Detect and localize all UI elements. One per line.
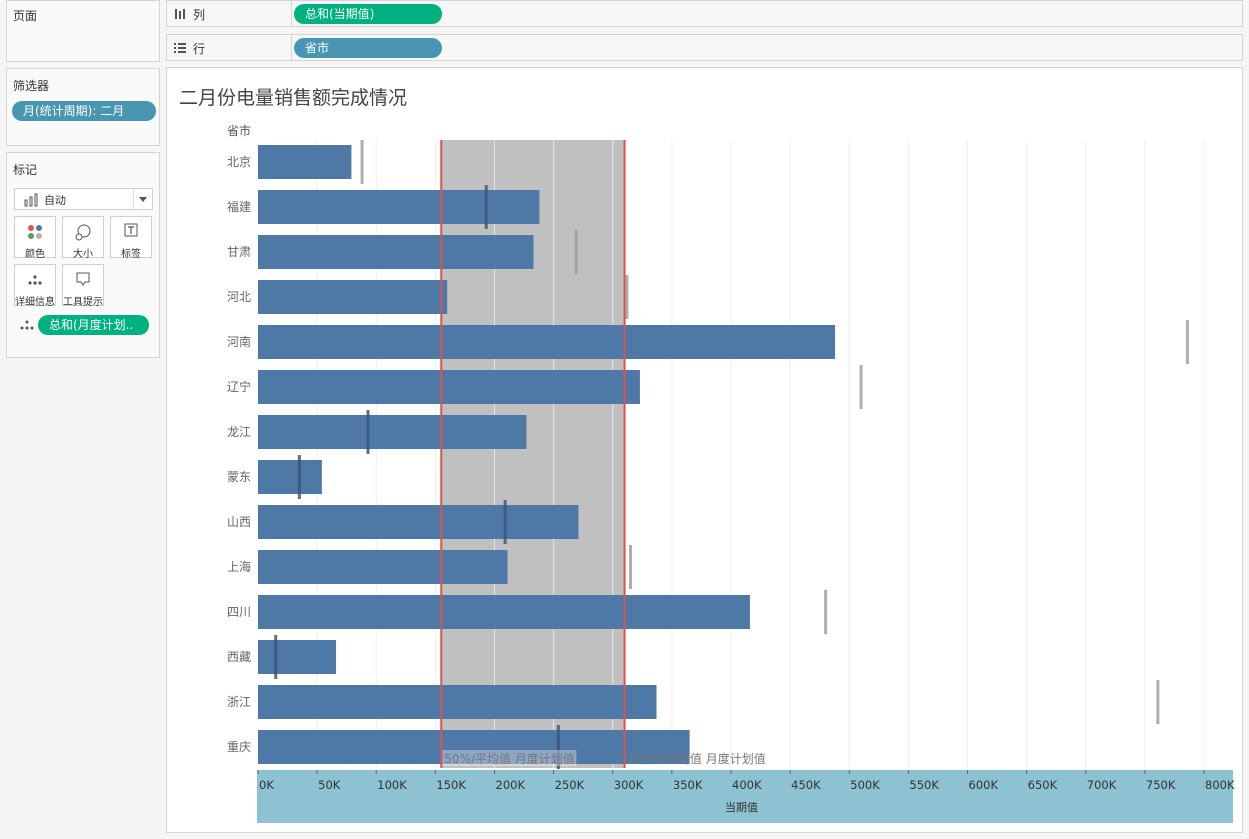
bar — [258, 370, 640, 404]
x-tick-label: 450K — [791, 778, 821, 792]
chart-title: 二月份电量销售额完成情况 — [179, 87, 408, 109]
tooltip-icon — [76, 272, 90, 286]
row-header: 省市 — [227, 123, 251, 138]
band-high-label: 100%/平均值 月度计划值 — [628, 751, 766, 766]
bar — [258, 190, 540, 224]
size-button-label: 大小 — [73, 249, 93, 260]
bar — [258, 325, 836, 359]
color-button-label: 颜色 — [25, 249, 45, 260]
row-label: 龙江 — [227, 425, 251, 439]
bar — [258, 595, 750, 629]
mark-type-dropdown[interactable]: 自动 — [14, 188, 153, 210]
chart-view: 二月份电量销售额完成情况 省市北京福建甘肃河北河南辽宁龙江蒙东山西上海四川西藏浙… — [166, 67, 1243, 833]
size-button[interactable]: 大小 — [62, 216, 104, 260]
label-icon — [124, 223, 138, 237]
row-label: 福建 — [227, 199, 251, 214]
bar — [258, 145, 352, 179]
columns-icon — [175, 9, 185, 19]
x-tick-label: 700K — [1087, 778, 1117, 792]
detail-shelf-icon — [20, 320, 34, 330]
bar — [258, 685, 657, 719]
columns-pill[interactable]: 总和(当期值) — [294, 4, 442, 24]
bar — [258, 235, 534, 269]
x-axis-title: 当期值 — [725, 800, 758, 814]
color-dots-icon — [28, 225, 42, 239]
band-low-label: 50%/平均值 月度计划值 — [444, 751, 575, 766]
bar-chart-icon — [24, 193, 38, 207]
tooltip-button-label: 工具提示 — [63, 297, 103, 308]
size-icon — [75, 224, 91, 241]
filters-panel: 筛选器 月(统计周期): 二月 — [6, 68, 160, 146]
bar — [258, 460, 322, 494]
mark-type-label: 自动 — [44, 194, 66, 207]
x-tick-label: 0K — [259, 778, 274, 792]
columns-shelf: 列 总和(当期值) — [166, 0, 1243, 27]
reference-band — [441, 140, 625, 768]
detail-button[interactable]: 详细信息 — [14, 264, 56, 308]
x-tick-label: 550K — [909, 778, 939, 792]
x-tick-label: 250K — [555, 778, 585, 792]
chevron-down-icon — [139, 197, 147, 202]
tooltip-button[interactable]: 工具提示 — [62, 264, 104, 308]
detail-pill-monthly-plan[interactable]: 总和(月度计划.. — [38, 315, 149, 335]
x-tick-label: 350K — [673, 778, 703, 792]
rows-icon — [174, 43, 186, 53]
row-label: 山西 — [227, 515, 251, 529]
row-label: 甘肃 — [227, 245, 251, 259]
row-label: 浙江 — [227, 695, 251, 709]
detail-icon — [28, 275, 42, 285]
row-label: 河北 — [227, 290, 251, 304]
rows-pill[interactable]: 省市 — [294, 38, 442, 58]
detail-button-label: 详细信息 — [15, 297, 55, 308]
color-button[interactable]: 颜色 — [14, 216, 56, 260]
x-tick-label: 500K — [850, 778, 880, 792]
row-label: 西藏 — [227, 650, 251, 664]
x-tick-label: 50K — [318, 778, 341, 792]
row-label: 上海 — [227, 559, 251, 574]
filters-title: 筛选器 — [13, 79, 50, 93]
row-label: 河南 — [227, 334, 251, 349]
rows-label: 行 — [193, 42, 206, 56]
x-tick-label: 300K — [614, 778, 644, 792]
row-label: 北京 — [227, 155, 251, 169]
band-low-label-bg — [442, 750, 577, 766]
columns-label: 列 — [193, 8, 206, 22]
x-tick-label: 800K — [1205, 778, 1235, 792]
x-tick-label: 150K — [436, 778, 466, 792]
x-tick-label: 650K — [1028, 778, 1058, 792]
x-axis — [257, 770, 1233, 823]
marks-title: 标记 — [13, 163, 38, 177]
bar — [258, 280, 448, 314]
x-tick-label: 200K — [496, 778, 526, 792]
marks-panel: 标记 自动 颜色 大小 标签 — [6, 152, 160, 358]
pages-panel: 页面 — [6, 0, 160, 62]
pages-title: 页面 — [13, 9, 38, 23]
x-tick-label: 400K — [732, 778, 762, 792]
x-tick-label: 100K — [377, 778, 407, 792]
filter-pill-month[interactable]: 月(统计周期): 二月 — [12, 101, 156, 121]
bar — [258, 415, 527, 449]
rows-shelf: 行 省市 — [166, 34, 1243, 61]
x-tick-label: 600K — [969, 778, 999, 792]
row-label: 辽宁 — [227, 379, 251, 394]
bar — [258, 640, 337, 674]
bar — [258, 550, 508, 584]
bar — [258, 505, 579, 539]
row-label: 四川 — [227, 605, 251, 619]
label-button-label: 标签 — [121, 249, 141, 260]
row-label: 蒙东 — [227, 470, 251, 484]
row-label: 重庆 — [227, 740, 251, 754]
bar — [258, 730, 690, 764]
label-button[interactable]: 标签 — [110, 216, 152, 260]
x-tick-label: 750K — [1146, 778, 1176, 792]
